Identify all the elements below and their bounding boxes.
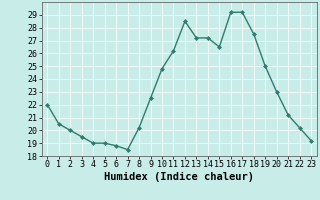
X-axis label: Humidex (Indice chaleur): Humidex (Indice chaleur) bbox=[104, 172, 254, 182]
